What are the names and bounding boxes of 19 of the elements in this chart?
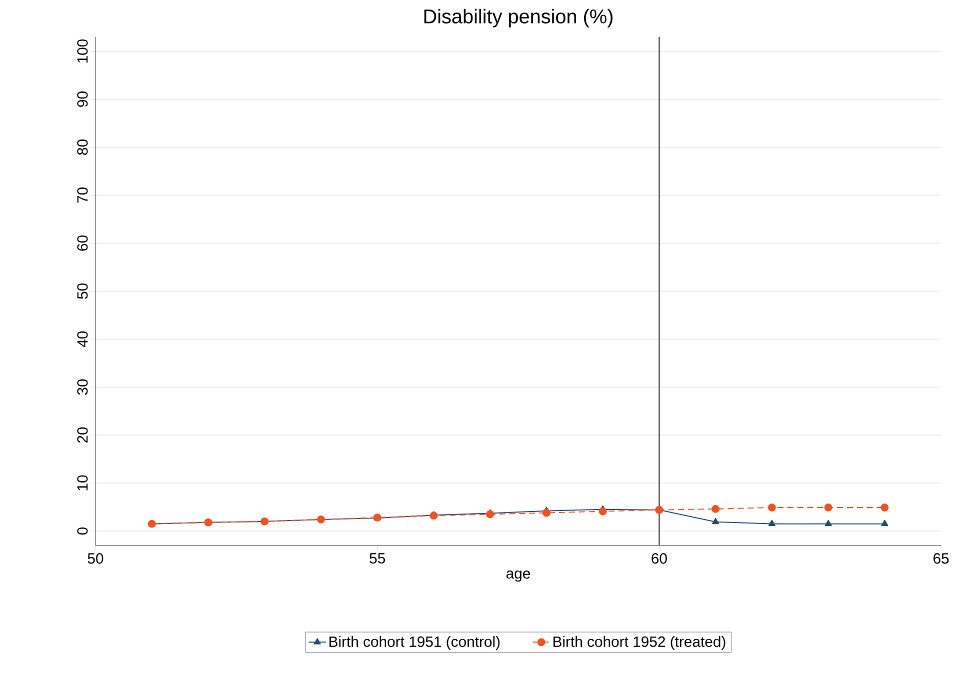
chart-title: Disability pension (%) <box>424 8 612 28</box>
x-tick-label: 50 <box>88 553 104 564</box>
y-tick-label: 30 <box>77 379 88 395</box>
y-tick-label: 60 <box>77 235 88 251</box>
legend-label: Birth cohort 1952 (treated) <box>553 636 726 650</box>
y-tick-label: 0 <box>77 527 88 535</box>
y-tick-label: 70 <box>77 188 88 203</box>
y-tick-label: 50 <box>77 283 88 299</box>
y-tick-label: 90 <box>77 92 88 107</box>
y-tick-label: 10 <box>77 475 88 490</box>
y-tick-label: 40 <box>77 331 88 348</box>
y-tick-label: 100 <box>77 39 88 63</box>
x-tick-label: 65 <box>934 553 949 564</box>
x-axis-title: age <box>506 570 530 582</box>
x-tick-label: 60 <box>652 553 667 564</box>
y-tick-label: 20 <box>77 427 88 443</box>
legend-label: Birth cohort 1951 (control) <box>329 636 500 650</box>
y-tick-label: 80 <box>77 140 88 155</box>
x-tick-label: 55 <box>370 553 386 564</box>
